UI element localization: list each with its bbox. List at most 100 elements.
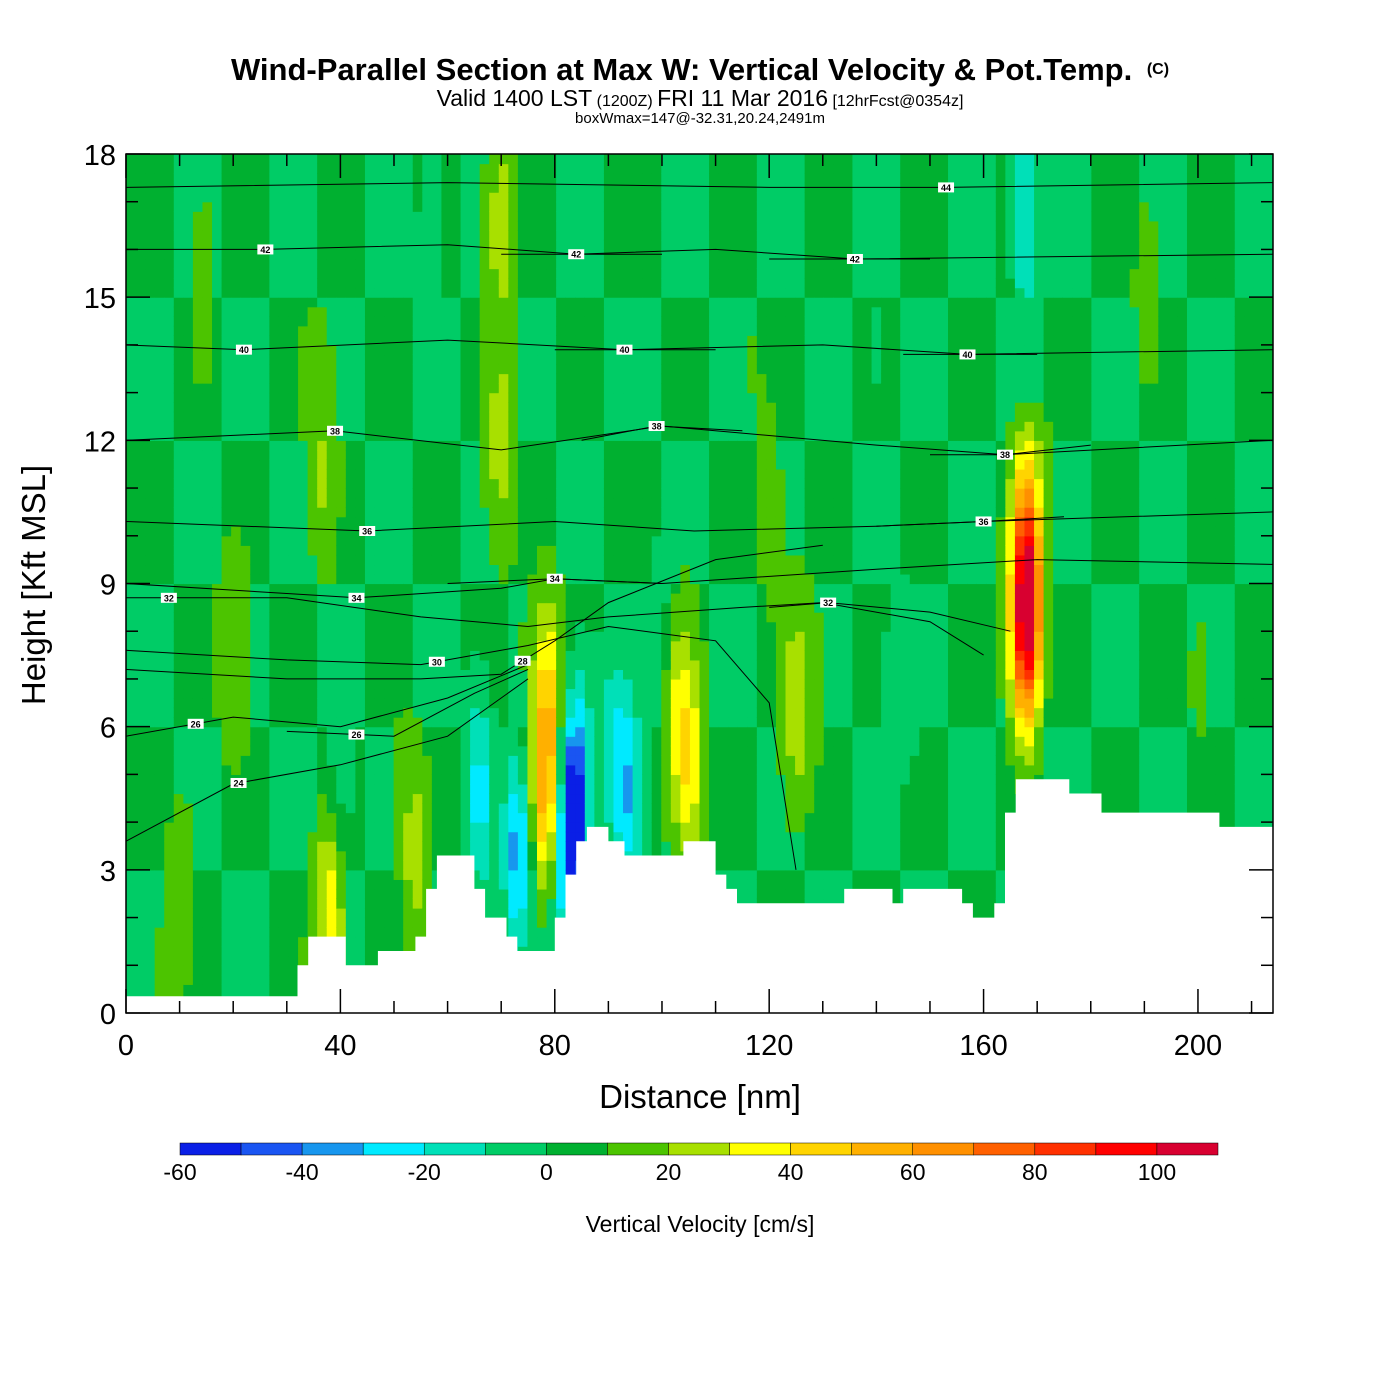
velocity-cell [537, 803, 548, 814]
velocity-cell [192, 936, 204, 947]
velocity-cell [517, 297, 529, 308]
velocity-cell [307, 383, 318, 394]
velocity-cell [240, 373, 251, 384]
velocity-cell [498, 335, 509, 346]
velocity-cell [126, 860, 137, 871]
velocity-cell [403, 869, 414, 880]
velocity-cell [393, 449, 404, 461]
velocity-cell [288, 803, 299, 814]
velocity-cell [450, 163, 462, 174]
velocity-cell [393, 927, 404, 938]
velocity-cell [517, 812, 529, 823]
velocity-cell [307, 554, 318, 566]
velocity-cell [517, 612, 529, 623]
velocity-cell [298, 392, 309, 403]
velocity-cell [441, 421, 452, 432]
velocity-cell [307, 392, 318, 403]
velocity-cell [584, 449, 595, 461]
velocity-cell [307, 211, 318, 222]
velocity-cell [479, 803, 490, 814]
velocity-cell [374, 927, 385, 938]
velocity-cell [326, 220, 337, 231]
velocity-cell [623, 363, 634, 375]
velocity-cell [642, 507, 653, 518]
velocity-cell [384, 698, 395, 709]
velocity-cell [603, 411, 615, 422]
velocity-cell [202, 783, 213, 795]
velocity-cell [393, 860, 404, 871]
velocity-cell [202, 211, 213, 222]
velocity-cell [613, 363, 624, 375]
velocity-cell [126, 812, 137, 823]
velocity-cell [546, 764, 557, 775]
velocity-cell [393, 869, 404, 880]
velocity-cell [307, 736, 318, 747]
velocity-cell [489, 564, 500, 575]
velocity-cell [527, 192, 538, 203]
velocity-cell [527, 822, 538, 833]
velocity-cell [517, 383, 529, 394]
velocity-cell [537, 459, 548, 470]
velocity-cell [479, 488, 490, 499]
velocity-cell [231, 545, 242, 556]
velocity-cell [603, 354, 615, 365]
velocity-cell [307, 402, 318, 413]
velocity-cell [422, 287, 433, 298]
velocity-cell [422, 220, 433, 231]
velocity-cell [403, 383, 414, 394]
velocity-cell [173, 411, 184, 422]
velocity-cell [126, 239, 137, 251]
velocity-cell [393, 640, 404, 651]
velocity-cell [508, 812, 519, 823]
velocity-cell [345, 201, 356, 212]
velocity-cell [527, 793, 538, 804]
velocity-cell [135, 468, 146, 480]
velocity-cell [537, 306, 548, 317]
velocity-cell [431, 612, 443, 623]
velocity-cell [613, 488, 624, 499]
velocity-cell [470, 621, 481, 632]
velocity-cell [173, 850, 184, 861]
velocity-cell [250, 516, 261, 527]
velocity-cell [145, 392, 156, 403]
velocity-cell [173, 459, 184, 470]
velocity-cell [642, 678, 653, 690]
velocity-cell [355, 783, 366, 795]
velocity-cell [221, 230, 232, 241]
velocity-cell [575, 154, 586, 165]
velocity-cell [450, 593, 462, 604]
velocity-cell [479, 621, 490, 632]
velocity-cell [173, 287, 184, 298]
velocity-cell [565, 325, 576, 336]
velocity-cell [441, 516, 452, 527]
velocity-cell [584, 363, 595, 375]
velocity-cell [527, 573, 538, 585]
velocity-cell [575, 573, 586, 585]
velocity-cell [393, 850, 404, 861]
velocity-cell [450, 841, 462, 852]
velocity-cell [317, 573, 328, 585]
velocity-cell [278, 621, 290, 632]
velocity-cell [594, 621, 605, 632]
velocity-cell [145, 640, 156, 651]
velocity-cell [632, 173, 643, 184]
velocity-cell [489, 803, 500, 814]
velocity-cell [278, 726, 290, 737]
velocity-cell [508, 841, 519, 852]
velocity-cell [250, 736, 261, 747]
velocity-cell [613, 411, 624, 422]
velocity-cell [269, 402, 280, 413]
velocity-cell [269, 316, 280, 327]
velocity-cell [145, 278, 156, 289]
velocity-cell [527, 659, 538, 670]
velocity-cell [183, 230, 194, 241]
velocity-cell [298, 201, 309, 212]
velocity-cell [613, 678, 624, 690]
velocity-cell [345, 430, 356, 441]
velocity-cell [317, 497, 328, 508]
velocity-cell [393, 392, 404, 403]
velocity-cell [498, 497, 509, 508]
velocity-cell [288, 573, 299, 585]
velocity-cell [231, 488, 242, 499]
velocity-cell [345, 402, 356, 413]
